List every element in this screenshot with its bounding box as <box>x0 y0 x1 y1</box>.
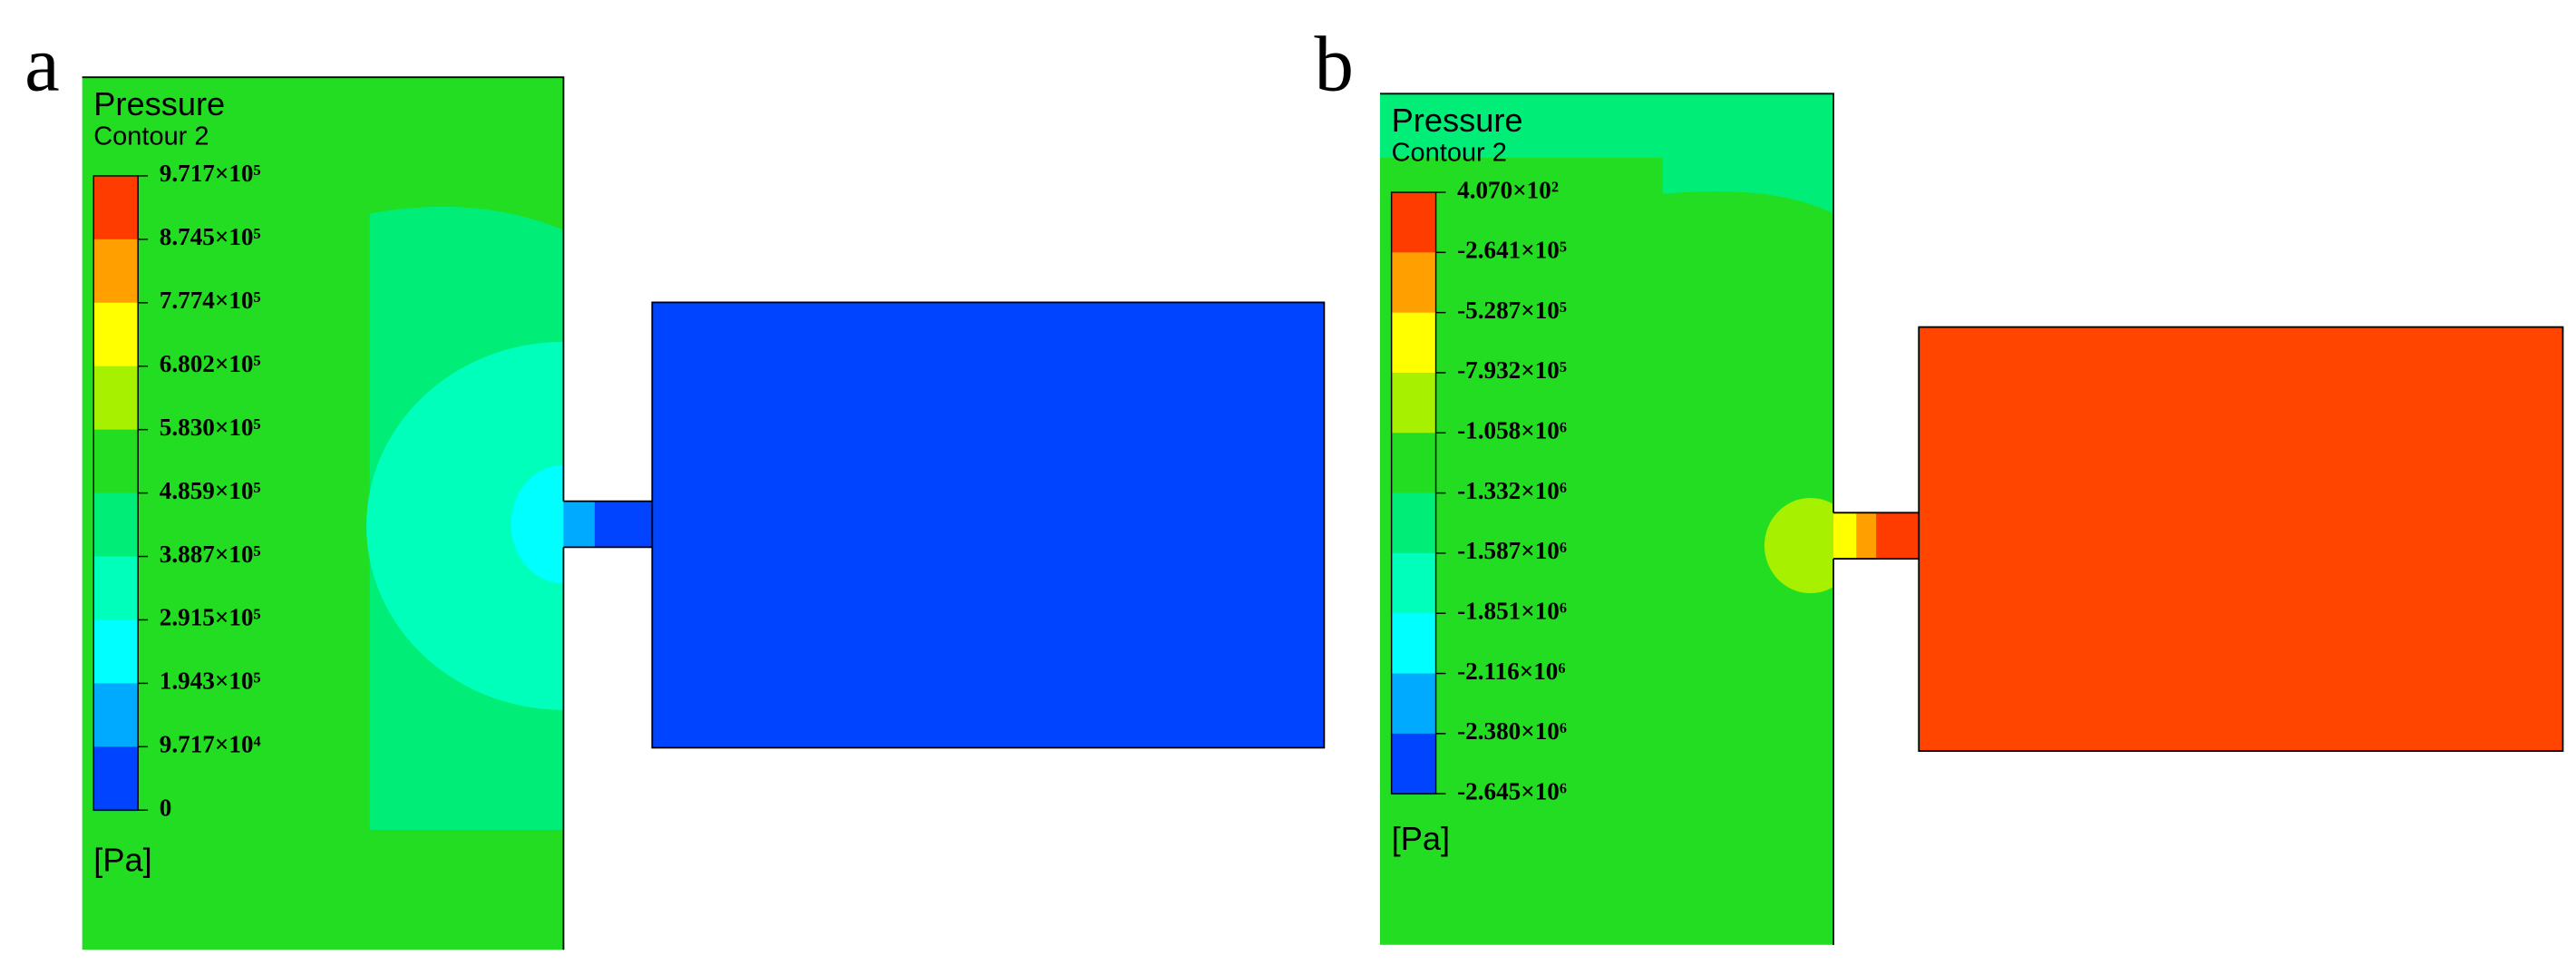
legend-level: 9.717×10⁴ <box>160 731 261 758</box>
legend-level: -2.641×10⁵ <box>1457 237 1567 264</box>
legend-level: -1.058×10⁶ <box>1457 417 1567 444</box>
legend-level: -1.851×10⁶ <box>1457 597 1567 624</box>
panel-label: a <box>24 21 60 108</box>
color-band <box>93 429 139 494</box>
color-band <box>93 366 139 431</box>
color-band <box>93 746 139 812</box>
legend-level: 1.943×10⁵ <box>160 668 261 695</box>
legend-level: 4.859×10⁵ <box>160 477 261 504</box>
legend-level: 7.774×10⁵ <box>160 287 261 314</box>
color-band <box>93 683 139 748</box>
color-band <box>93 492 139 558</box>
color-band <box>93 619 139 685</box>
color-band <box>93 556 139 621</box>
color-band <box>1391 492 1436 554</box>
legend-level: 2.915×10⁵ <box>160 604 261 631</box>
color-band <box>1391 552 1436 615</box>
color-band <box>1391 312 1436 374</box>
color-band <box>93 239 139 304</box>
color-band <box>1391 673 1436 735</box>
legend-level: 0 <box>160 794 172 822</box>
legend-level: 9.717×10⁵ <box>160 160 261 187</box>
legend-level: 8.745×10⁵ <box>160 223 261 250</box>
color-band <box>1391 433 1436 494</box>
legend-unit: [Pa] <box>1392 820 1450 857</box>
legend-subtitle: Contour 2 <box>1392 139 1507 168</box>
legend-level: 4.070×10² <box>1457 176 1559 203</box>
legend-level: -1.332×10⁶ <box>1457 477 1567 504</box>
panel-a-contour <box>82 76 1326 950</box>
color-band <box>1391 192 1436 254</box>
color-band <box>1391 613 1436 675</box>
color-band <box>93 302 139 367</box>
legend-subtitle: Contour 2 <box>93 122 209 151</box>
legend-level: -5.287×10⁵ <box>1457 297 1567 324</box>
legend-title: Pressure <box>1392 102 1523 139</box>
legend-level: -2.380×10⁶ <box>1457 717 1567 745</box>
legend-level: 3.887×10⁵ <box>160 541 261 568</box>
legend-level: -7.932×10⁵ <box>1457 356 1567 384</box>
color-band <box>1391 733 1436 795</box>
panel-label: b <box>1314 21 1353 108</box>
legend-level: -2.645×10⁶ <box>1457 777 1567 804</box>
color-band <box>1391 252 1436 314</box>
legend-level: -1.587×10⁶ <box>1457 537 1567 564</box>
legend-title: Pressure <box>93 85 225 122</box>
color-band <box>1391 372 1436 434</box>
legend-level: 6.802×10⁵ <box>160 350 261 377</box>
legend-unit: [Pa] <box>93 841 151 878</box>
panel-b-contour <box>1379 93 2564 945</box>
color-band <box>93 175 139 240</box>
legend-level: -2.116×10⁶ <box>1457 658 1565 685</box>
legend-level: 5.830×10⁵ <box>160 414 261 441</box>
